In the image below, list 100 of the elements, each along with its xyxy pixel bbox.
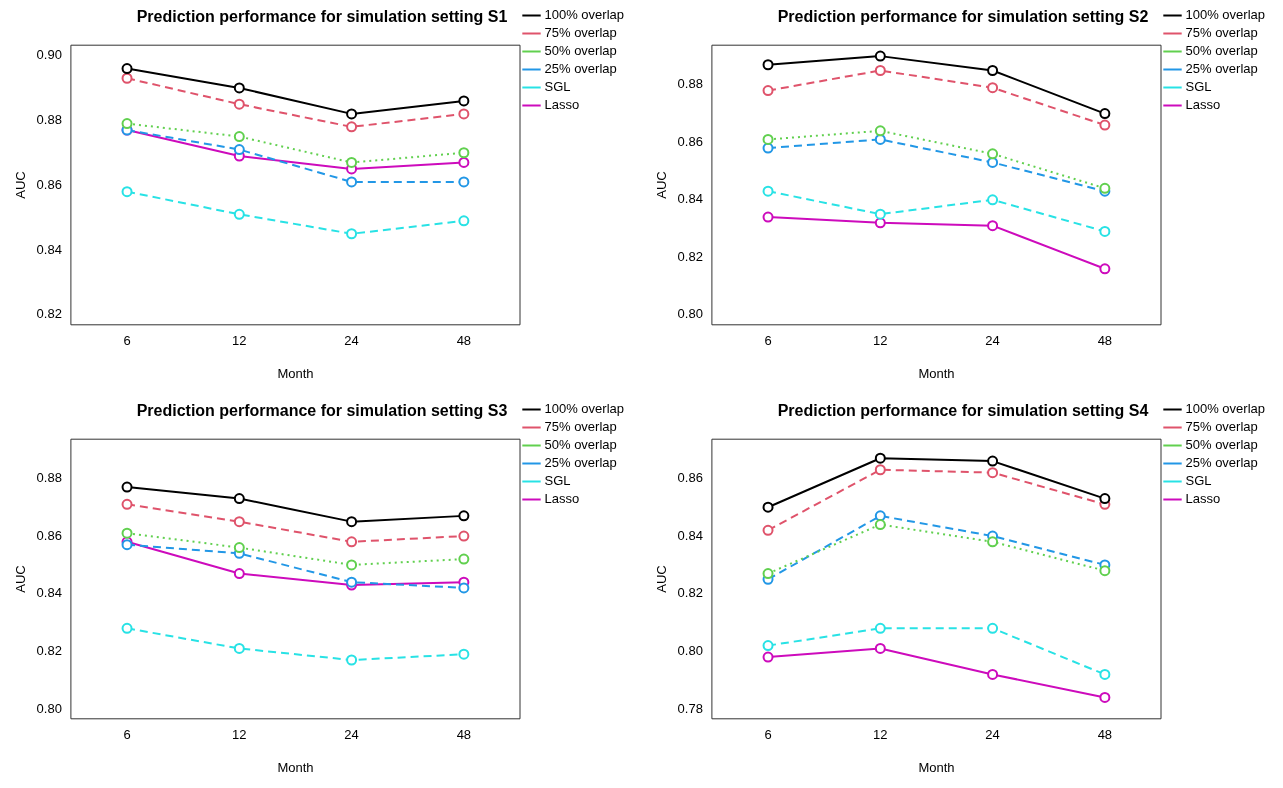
x-axis-title: Month — [277, 365, 314, 381]
point — [987, 194, 999, 206]
legend-label: Lasso — [1185, 491, 1221, 507]
point — [762, 133, 774, 145]
point — [458, 530, 470, 542]
y-tick-label: 0.86 — [36, 176, 62, 192]
point — [1099, 493, 1111, 505]
point — [874, 464, 886, 476]
point — [874, 125, 886, 137]
point — [233, 493, 245, 505]
y-tick-label: 0.82 — [677, 248, 703, 264]
x-tick-label: 48 — [1097, 727, 1113, 743]
point — [233, 642, 245, 654]
point — [874, 519, 886, 531]
legend-label: 50% overlap — [544, 437, 617, 453]
legend-label: 50% overlap — [544, 43, 617, 59]
y-tick-label: 0.88 — [36, 469, 62, 485]
point — [346, 176, 358, 188]
point — [346, 108, 358, 120]
point — [346, 654, 358, 666]
y-tick-label: 0.78 — [677, 700, 703, 716]
point — [233, 208, 245, 220]
y-axis-title: AUC — [654, 565, 670, 593]
point — [458, 176, 470, 188]
y-tick-label: 0.82 — [36, 306, 62, 322]
point — [987, 64, 999, 76]
point — [987, 455, 999, 467]
point — [1099, 668, 1111, 680]
x-tick-label: 24 — [985, 333, 1000, 349]
chart-title: Prediction performance for simulation setting S2 — [777, 8, 1149, 26]
chart-title: Prediction performance for simulation setting S4 — [777, 402, 1149, 420]
point — [987, 148, 999, 160]
point — [121, 527, 133, 539]
point — [987, 220, 999, 232]
point — [987, 82, 999, 94]
y-tick-label: 0.84 — [677, 527, 703, 543]
legend-label: 100% overlap — [544, 7, 624, 23]
point — [346, 536, 358, 548]
point — [874, 64, 886, 76]
point — [458, 648, 470, 660]
legend-label: Lasso — [1185, 97, 1221, 113]
legend-label: Lasso — [544, 491, 580, 507]
y-axis-title: AUC — [13, 565, 29, 593]
point — [987, 622, 999, 634]
point — [987, 668, 999, 680]
y-axis-title: AUC — [13, 171, 29, 199]
point — [762, 524, 774, 536]
legend-label: 75% overlap — [1185, 419, 1258, 435]
y-tick-label: 0.88 — [36, 111, 62, 127]
point — [874, 452, 886, 464]
point — [121, 186, 133, 198]
x-tick-label: 12 — [232, 333, 247, 349]
x-tick-label: 12 — [873, 333, 888, 349]
x-tick-label: 24 — [985, 727, 1000, 743]
point — [233, 98, 245, 110]
point — [762, 640, 774, 652]
point — [1099, 565, 1111, 577]
x-axis-title: Month — [918, 759, 955, 775]
point — [346, 228, 358, 240]
point — [458, 108, 470, 120]
x-axis-title: Month — [918, 365, 955, 381]
x-tick-label: 48 — [1097, 333, 1113, 349]
chart-title: Prediction performance for simulation setting S1 — [136, 8, 508, 26]
y-tick-label: 0.86 — [36, 527, 62, 543]
legend-label: SGL — [1185, 473, 1212, 489]
point — [874, 642, 886, 654]
legend-label: 50% overlap — [1185, 43, 1258, 59]
y-tick-label: 0.88 — [677, 76, 703, 92]
x-tick-label: 12 — [232, 727, 247, 743]
point — [762, 501, 774, 513]
point — [458, 147, 470, 159]
point — [1099, 263, 1111, 275]
point — [1099, 108, 1111, 120]
point — [233, 131, 245, 143]
legend-label: SGL — [544, 473, 571, 489]
y-tick-label: 0.86 — [677, 469, 703, 485]
y-tick-label: 0.80 — [677, 306, 703, 322]
y-tick-label: 0.84 — [36, 241, 62, 257]
point — [1099, 691, 1111, 703]
x-tick-label: 24 — [344, 727, 359, 743]
point — [458, 156, 470, 168]
point — [346, 516, 358, 528]
y-tick-label: 0.82 — [36, 642, 62, 658]
x-tick-label: 6 — [764, 727, 772, 743]
point — [233, 82, 245, 94]
point — [762, 211, 774, 223]
y-axis-title: AUC — [654, 171, 670, 199]
legend-label: 25% overlap — [1185, 455, 1258, 471]
x-tick-label: 12 — [873, 727, 888, 743]
chart-title: Prediction performance for simulation setting S3 — [136, 402, 508, 420]
point — [346, 156, 358, 168]
x-tick-label: 48 — [456, 727, 472, 743]
legend-label: 50% overlap — [1185, 437, 1258, 453]
legend-label: 25% overlap — [544, 455, 617, 471]
legend-label: 25% overlap — [1185, 61, 1258, 77]
point — [458, 510, 470, 522]
point — [121, 481, 133, 493]
point — [458, 215, 470, 227]
y-tick-label: 0.80 — [677, 642, 703, 658]
point — [987, 536, 999, 548]
